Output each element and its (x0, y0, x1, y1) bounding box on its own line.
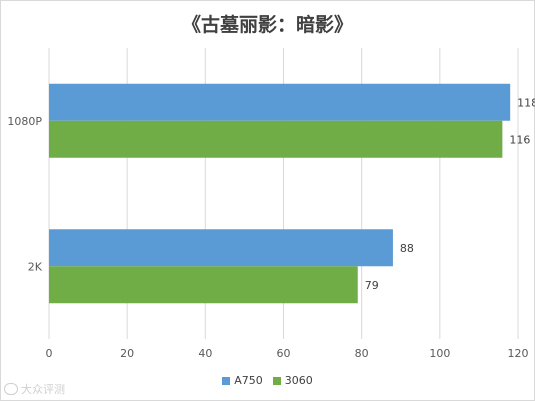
x-tick-label: 100 (429, 347, 450, 360)
chart-title: 《古墓丽影：暗影》 (181, 14, 353, 36)
watermark-text: 大众评测 (21, 383, 65, 396)
x-tick-label: 0 (46, 347, 53, 360)
legend-item-a750: A750 (222, 374, 263, 387)
watermark-logo-icon (4, 383, 18, 395)
x-tick-label: 20 (120, 347, 134, 360)
bar-3060-1080p (49, 120, 503, 158)
legend-swatch-a750 (222, 376, 231, 385)
x-tick-label: 40 (198, 347, 212, 360)
legend-item-3060: 3060 (272, 374, 313, 387)
data-label: 118 (517, 96, 535, 109)
watermark: 大众评测 (4, 381, 65, 397)
category-label: 1080P (7, 115, 42, 128)
data-label: 88 (400, 242, 414, 255)
x-tick-label: 120 (508, 347, 529, 360)
bar-a750-2k (49, 229, 393, 267)
bar-3060-2k (49, 266, 358, 304)
data-label: 116 (509, 133, 530, 146)
chart-legend: A750 3060 (0, 374, 535, 387)
bar-a750-1080p (49, 83, 511, 121)
legend-label-3060: 3060 (284, 374, 313, 387)
x-tick-label: 80 (355, 347, 369, 360)
legend-swatch-3060 (272, 376, 281, 385)
category-label: 2K (28, 260, 43, 273)
legend-label-a750: A750 (234, 374, 263, 387)
x-tick-label: 60 (277, 347, 291, 360)
data-label: 79 (365, 279, 379, 292)
